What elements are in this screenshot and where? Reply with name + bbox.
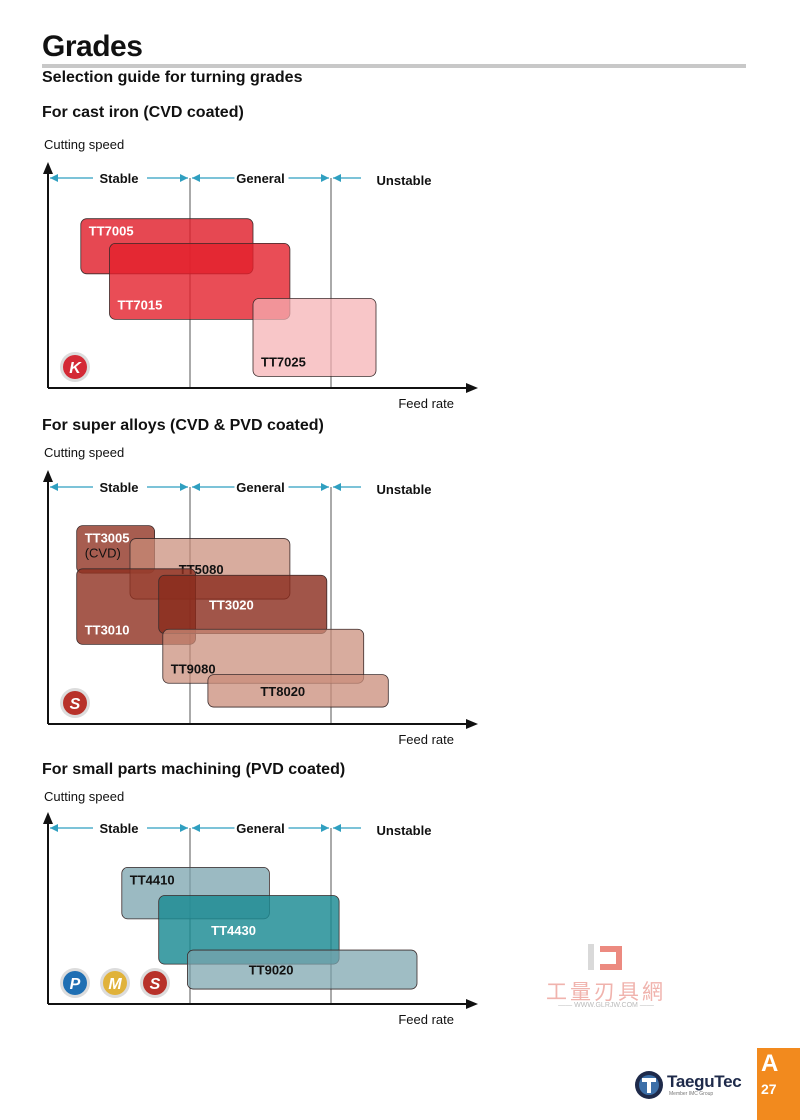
grade-note: (CVD) <box>85 546 121 561</box>
watermark-text: 工量刃具網 <box>546 980 666 1004</box>
zone-arrowhead-left <box>192 824 200 832</box>
zone-arrowhead-left <box>333 483 341 491</box>
zone-label-general: General <box>236 171 284 186</box>
section-letter: A <box>761 1050 779 1077</box>
iso-badge-m-icon <box>103 971 127 995</box>
zone-arrowhead-left <box>333 174 341 182</box>
zone-arrowhead-right <box>180 483 188 491</box>
grade-box-tt7025 <box>252 298 377 377</box>
grade-chart-small-parts: Cutting speed Stable General Unstable TT4410… <box>43 789 478 1027</box>
grade-chart-super-alloys: Cutting speed Stable General Unstable TT3005… <box>43 445 478 747</box>
grade-label: TT4410 <box>130 872 175 887</box>
y-axis-label: Cutting speed <box>44 789 124 804</box>
grade-label: TT7025 <box>261 354 306 369</box>
iso-badge-letter: M <box>108 976 122 993</box>
y-axis-label: Cutting speed <box>44 445 124 460</box>
zone-label-stable: Stable <box>99 171 138 186</box>
zone-arrowhead-right <box>180 824 188 832</box>
watermark-logo-icon <box>588 944 622 970</box>
iso-badge-letter: S <box>70 696 81 713</box>
x-axis-label: Feed rate <box>398 732 454 747</box>
zone-arrowhead-left <box>192 483 200 491</box>
grade-label: TT9080 <box>171 661 216 676</box>
zone-label-stable: Stable <box>99 821 138 836</box>
brand-tagline: Member IMC Group <box>669 1091 714 1097</box>
iso-badge-p-icon <box>63 971 87 995</box>
zone-label-stable: Stable <box>99 480 138 495</box>
section-title-super-alloys: For super alloys (CVD & PVD coated) <box>42 417 324 434</box>
zone-arrowhead-left <box>50 824 58 832</box>
section-title-small-parts: For small parts machining (PVD coated) <box>42 761 346 778</box>
taegutec-logo-icon <box>635 1071 663 1099</box>
zone-arrowhead-left <box>333 824 341 832</box>
zone-arrowhead-left <box>50 483 58 491</box>
grade-chart-cast-iron: Cutting speed Stable General Unstable TT7005… <box>43 137 478 411</box>
page-tab: A 27 <box>757 1048 800 1120</box>
zone-label-unstable: Unstable <box>377 482 432 497</box>
zone-label-unstable: Unstable <box>377 823 432 838</box>
grade-label: TT3005 <box>85 531 130 546</box>
grade-label: TT7005 <box>89 224 134 239</box>
grade-label: TT4430 <box>211 923 256 938</box>
iso-badge-s-icon <box>143 971 167 995</box>
iso-badge-letter: S <box>150 976 161 993</box>
x-axis-arrowhead <box>466 999 478 1009</box>
grade-box-tt8020 <box>207 674 389 708</box>
brand-logo: TaeguTec Member IMC Group <box>634 1066 756 1106</box>
zone-arrowhead-left <box>192 174 200 182</box>
y-axis-arrowhead <box>43 162 53 174</box>
page-title: Grades <box>42 30 143 63</box>
zone-arrowhead-right <box>321 483 329 491</box>
zone-label-general: General <box>236 821 284 836</box>
y-axis-label: Cutting speed <box>44 137 124 152</box>
page-number: 27 <box>761 1081 777 1097</box>
x-axis-label: Feed rate <box>398 396 454 411</box>
zone-arrowhead-right <box>321 174 329 182</box>
zone-arrowhead-right <box>180 174 188 182</box>
x-axis-arrowhead <box>466 719 478 729</box>
grade-label: TT8020 <box>260 684 305 699</box>
watermark-url: —— WWW.GLRJW.COM —— <box>558 1002 654 1009</box>
grade-label: TT3010 <box>85 622 130 637</box>
grade-box-tt9020 <box>186 949 418 990</box>
watermark: 工量刃具網 —— WWW.GLRJW.COM —— <box>536 942 676 1014</box>
y-axis-arrowhead <box>43 470 53 482</box>
zone-arrowhead-right <box>321 824 329 832</box>
grade-label: TT7015 <box>118 297 163 312</box>
x-axis-arrowhead <box>466 383 478 393</box>
grade-label: TT3020 <box>209 597 254 612</box>
iso-badge-s-icon <box>63 691 87 715</box>
x-axis-label: Feed rate <box>398 1012 454 1027</box>
brand-name: TaeguTec <box>667 1072 742 1091</box>
title-divider <box>42 64 746 68</box>
iso-badge-letter: K <box>69 360 82 377</box>
y-axis-arrowhead <box>43 812 53 824</box>
zone-label-unstable: Unstable <box>377 173 432 188</box>
page-subtitle: Selection guide for turning grades <box>42 69 303 86</box>
grade-box-tt7015 <box>109 243 291 320</box>
zone-label-general: General <box>236 480 284 495</box>
zone-arrowhead-left <box>50 174 58 182</box>
iso-badge-k-icon <box>63 355 87 379</box>
grade-label: TT9020 <box>249 963 294 978</box>
section-title-cast-iron: For cast iron (CVD coated) <box>42 104 244 121</box>
iso-badge-letter: P <box>70 976 81 993</box>
